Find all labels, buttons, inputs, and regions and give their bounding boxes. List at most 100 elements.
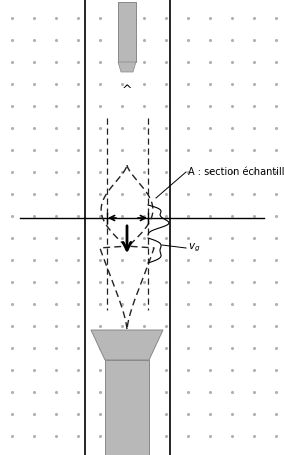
Point <box>32 256 36 263</box>
Text: $v_g$: $v_g$ <box>188 242 201 254</box>
Point <box>164 124 168 131</box>
Point <box>274 300 278 308</box>
Point <box>252 81 256 88</box>
Point <box>32 212 36 220</box>
Point <box>98 389 102 396</box>
Point <box>98 410 102 418</box>
Point <box>208 190 212 197</box>
Point <box>54 102 58 110</box>
Point <box>274 81 278 88</box>
Point <box>252 322 256 329</box>
Point <box>120 168 124 176</box>
Point <box>142 190 146 197</box>
Point <box>142 102 146 110</box>
Point <box>208 147 212 154</box>
Point <box>10 278 14 286</box>
Point <box>274 278 278 286</box>
Point <box>32 190 36 197</box>
Point <box>274 389 278 396</box>
Point <box>186 15 190 22</box>
Point <box>54 389 58 396</box>
Point <box>142 256 146 263</box>
Point <box>252 366 256 374</box>
Point <box>98 124 102 131</box>
Point <box>76 256 80 263</box>
Point <box>274 344 278 352</box>
Point <box>142 212 146 220</box>
Point <box>164 300 168 308</box>
Point <box>142 15 146 22</box>
Point <box>120 300 124 308</box>
Point <box>98 278 102 286</box>
Point <box>186 278 190 286</box>
Point <box>230 81 234 88</box>
Point <box>10 58 14 66</box>
Point <box>186 147 190 154</box>
Point <box>120 278 124 286</box>
Point <box>142 389 146 396</box>
Point <box>142 410 146 418</box>
Point <box>120 389 124 396</box>
Point <box>54 278 58 286</box>
Point <box>230 102 234 110</box>
Point <box>76 124 80 131</box>
Point <box>98 168 102 176</box>
Point <box>120 102 124 110</box>
Point <box>98 58 102 66</box>
Point <box>142 36 146 44</box>
Point <box>76 212 80 220</box>
Point <box>10 102 14 110</box>
Point <box>54 58 58 66</box>
Point <box>76 81 80 88</box>
Point <box>98 234 102 242</box>
Point <box>274 168 278 176</box>
Point <box>142 81 146 88</box>
Point <box>208 300 212 308</box>
Point <box>230 432 234 440</box>
Point <box>142 278 146 286</box>
Point <box>10 322 14 329</box>
Point <box>274 190 278 197</box>
Point <box>230 389 234 396</box>
Point <box>120 124 124 131</box>
Point <box>98 322 102 329</box>
Point <box>98 300 102 308</box>
Point <box>208 81 212 88</box>
Point <box>230 168 234 176</box>
Point <box>54 256 58 263</box>
Point <box>54 300 58 308</box>
Point <box>98 15 102 22</box>
Point <box>76 15 80 22</box>
Point <box>208 124 212 131</box>
Point <box>186 58 190 66</box>
Point <box>186 389 190 396</box>
Point <box>142 234 146 242</box>
Point <box>76 410 80 418</box>
Point <box>274 256 278 263</box>
Point <box>164 190 168 197</box>
Point <box>230 124 234 131</box>
Point <box>164 344 168 352</box>
Point <box>230 344 234 352</box>
Point <box>230 36 234 44</box>
Point <box>230 234 234 242</box>
Point <box>186 432 190 440</box>
Point <box>76 168 80 176</box>
Point <box>142 322 146 329</box>
FancyBboxPatch shape <box>118 2 136 62</box>
Point <box>120 81 124 88</box>
Point <box>76 366 80 374</box>
Point <box>252 190 256 197</box>
Point <box>76 58 80 66</box>
Point <box>252 234 256 242</box>
Point <box>76 234 80 242</box>
Point <box>252 300 256 308</box>
Point <box>274 432 278 440</box>
Point <box>98 190 102 197</box>
Point <box>120 366 124 374</box>
Point <box>164 410 168 418</box>
Point <box>186 190 190 197</box>
Point <box>120 256 124 263</box>
Point <box>54 212 58 220</box>
Point <box>54 234 58 242</box>
